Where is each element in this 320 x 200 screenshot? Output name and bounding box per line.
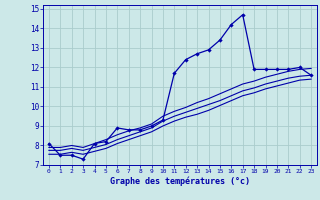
X-axis label: Graphe des températures (°c): Graphe des températures (°c): [110, 177, 250, 186]
